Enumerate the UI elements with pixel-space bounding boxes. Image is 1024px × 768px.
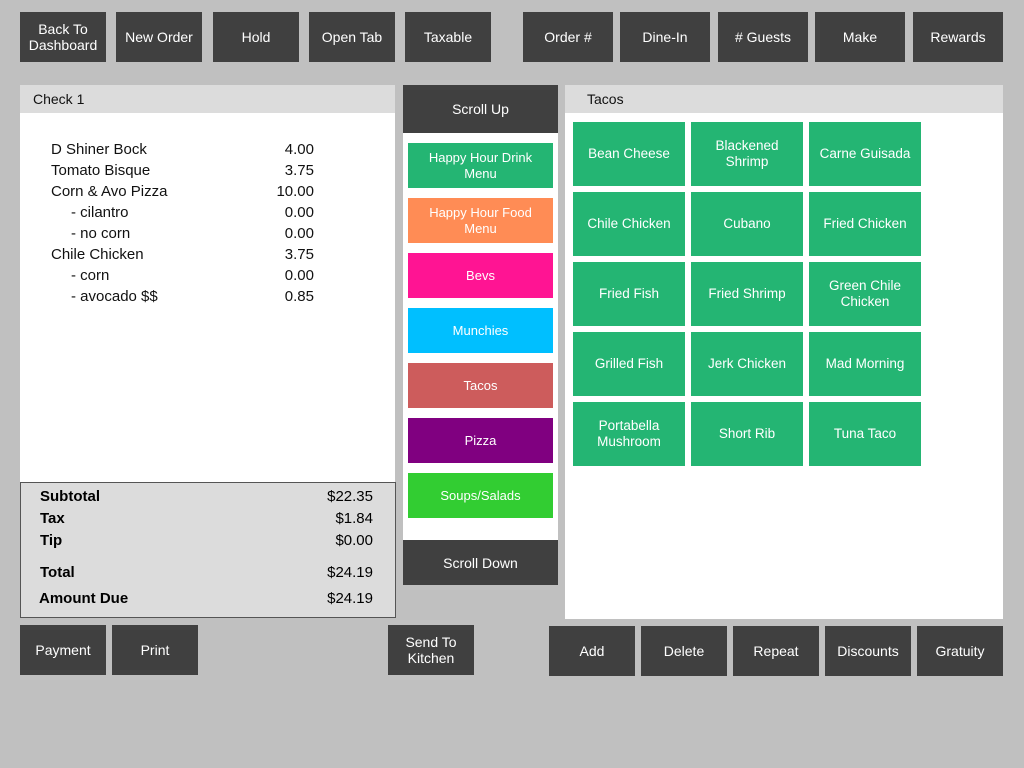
order-item-name[interactable]: Chile Chicken <box>51 246 144 263</box>
rewards-button[interactable]: Rewards <box>913 12 1003 62</box>
payment-button[interactable]: Payment <box>20 625 106 675</box>
menu-item-tile[interactable]: Grilled Fish <box>573 332 685 396</box>
menu-item-tile[interactable]: Jerk Chicken <box>691 332 803 396</box>
menu-title: Tacos <box>565 85 1003 113</box>
order-item-name[interactable]: Tomato Bisque <box>51 162 151 179</box>
category-soups-salads[interactable]: Soups/Salads <box>408 473 553 518</box>
category-happy-hour-drink-menu[interactable]: Happy Hour Drink Menu <box>408 143 553 188</box>
order-modifier-name[interactable]: - cilantro <box>71 204 129 221</box>
category-list: Happy Hour Drink Menu Happy Hour Food Me… <box>403 133 558 540</box>
menu-item-tile[interactable]: Fried Fish <box>573 262 685 326</box>
order-item-price: 0.85 <box>284 288 314 305</box>
repeat-button[interactable]: Repeat <box>733 626 819 676</box>
scroll-down-button[interactable]: Scroll Down <box>403 540 558 585</box>
menu-item-tile[interactable]: Chile Chicken <box>573 192 685 256</box>
menu-panel: Tacos Bean Cheese Blackened Shrimp Carne… <box>565 85 1003 619</box>
amount-due-value: $24.19 <box>327 590 373 607</box>
order-modifier-name[interactable]: - no corn <box>71 225 131 242</box>
add-button[interactable]: Add <box>549 626 635 676</box>
check-panel: Check 1 D Shiner Bock 4.00 Tomato Bisque… <box>20 85 396 618</box>
category-happy-hour-food-menu[interactable]: Happy Hour Food Menu <box>408 198 553 243</box>
back-to-dashboard-button[interactable]: Back To Dashboard <box>20 12 106 62</box>
check-title: Check 1 <box>20 85 395 113</box>
dine-in-button[interactable]: Dine-In <box>620 12 710 62</box>
amount-due-label: Amount Due <box>39 590 129 607</box>
order-item-price: 4.00 <box>284 141 314 158</box>
new-order-button[interactable]: New Order <box>116 12 202 62</box>
category-tacos[interactable]: Tacos <box>408 363 553 408</box>
category-bevs[interactable]: Bevs <box>408 253 553 298</box>
send-to-kitchen-button[interactable]: Send To Kitchen <box>388 625 474 675</box>
order-modifier-name[interactable]: - corn <box>71 267 110 284</box>
guests-button[interactable]: # Guests <box>718 12 808 62</box>
tax-label: Tax <box>40 510 65 527</box>
category-munchies[interactable]: Munchies <box>408 308 553 353</box>
taxable-button[interactable]: Taxable <box>405 12 491 62</box>
menu-item-tile[interactable]: Cubano <box>691 192 803 256</box>
menu-item-tile[interactable]: Tuna Taco <box>809 402 921 466</box>
totals-box: Subtotal $22.35 Tax $1.84 Tip $0.00 Tota… <box>20 482 396 618</box>
discounts-button[interactable]: Discounts <box>825 626 911 676</box>
menu-item-tile[interactable]: Fried Shrimp <box>691 262 803 326</box>
category-pizza[interactable]: Pizza <box>408 418 553 463</box>
scroll-up-button[interactable]: Scroll Up <box>403 85 558 133</box>
tip-value: $0.00 <box>335 532 373 549</box>
order-item-price: 0.00 <box>284 267 314 284</box>
order-item-price: 3.75 <box>284 246 314 263</box>
tip-label: Tip <box>40 532 63 549</box>
gratuity-button[interactable]: Gratuity <box>917 626 1003 676</box>
total-value: $24.19 <box>327 564 373 581</box>
order-item-price: 0.00 <box>284 225 314 242</box>
order-item-price: 10.00 <box>276 183 314 200</box>
delete-button[interactable]: Delete <box>641 626 727 676</box>
menu-item-tile[interactable]: Carne Guisada <box>809 122 921 186</box>
order-item-name[interactable]: D Shiner Bock <box>51 141 147 158</box>
print-button[interactable]: Print <box>112 625 198 675</box>
order-item-price: 0.00 <box>284 204 314 221</box>
order-item-name[interactable]: Corn & Avo Pizza <box>51 183 168 200</box>
subtotal-value: $22.35 <box>327 488 373 505</box>
menu-item-tile[interactable]: Bean Cheese <box>573 122 685 186</box>
hold-button[interactable]: Hold <box>213 12 299 62</box>
menu-item-tile[interactable]: Short Rib <box>691 402 803 466</box>
order-item-price: 3.75 <box>284 162 314 179</box>
total-label: Total <box>40 564 75 581</box>
open-tab-button[interactable]: Open Tab <box>309 12 395 62</box>
order-modifier-name[interactable]: - avocado $$ <box>71 288 158 305</box>
menu-item-tile[interactable]: Fried Chicken <box>809 192 921 256</box>
menu-item-tile[interactable]: Mad Morning <box>809 332 921 396</box>
make-button[interactable]: Make <box>815 12 905 62</box>
tax-value: $1.84 <box>335 510 373 527</box>
menu-item-tile[interactable]: Green Chile Chicken <box>809 262 921 326</box>
subtotal-label: Subtotal <box>40 488 100 505</box>
menu-item-tile[interactable]: Portabella Mushroom <box>573 402 685 466</box>
order-number-button[interactable]: Order # <box>523 12 613 62</box>
menu-item-tile[interactable]: Blackened Shrimp <box>691 122 803 186</box>
